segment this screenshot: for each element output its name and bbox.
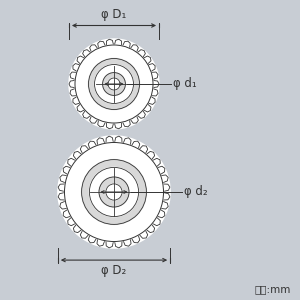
Text: 単位:mm: 単位:mm	[255, 284, 291, 294]
Circle shape	[75, 45, 153, 123]
Text: φ D₂: φ D₂	[101, 264, 127, 277]
Circle shape	[99, 177, 129, 207]
Polygon shape	[58, 136, 170, 248]
Circle shape	[103, 73, 125, 95]
Circle shape	[106, 184, 122, 200]
Circle shape	[69, 39, 159, 129]
Text: φ d₁: φ d₁	[172, 77, 196, 91]
Circle shape	[58, 136, 170, 248]
Circle shape	[64, 142, 164, 242]
Polygon shape	[69, 39, 159, 129]
Circle shape	[88, 58, 140, 110]
Circle shape	[94, 64, 134, 104]
Circle shape	[82, 160, 146, 224]
Circle shape	[89, 167, 139, 217]
Text: φ D₁: φ D₁	[101, 8, 127, 21]
Circle shape	[108, 78, 120, 90]
Text: φ d₂: φ d₂	[184, 185, 207, 199]
